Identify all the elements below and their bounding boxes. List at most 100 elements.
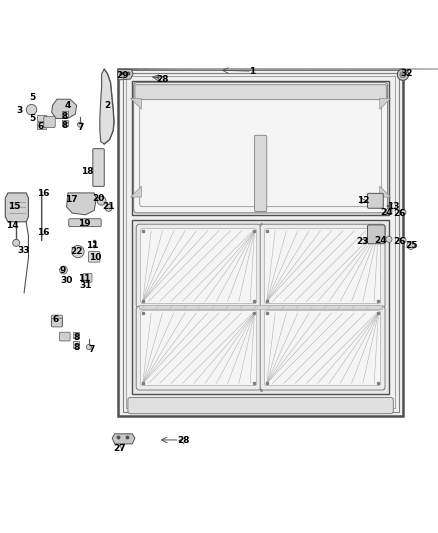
Text: 10: 10 bbox=[89, 253, 102, 262]
FancyBboxPatch shape bbox=[134, 83, 388, 213]
Bar bbox=[126, 76, 395, 408]
Text: 13: 13 bbox=[387, 201, 399, 211]
Bar bbox=[73, 332, 79, 338]
FancyBboxPatch shape bbox=[44, 116, 55, 128]
Text: 17: 17 bbox=[65, 195, 78, 204]
Text: 16: 16 bbox=[37, 228, 49, 237]
Text: 9: 9 bbox=[60, 265, 66, 274]
Text: 4: 4 bbox=[65, 101, 71, 110]
Bar bbox=[62, 111, 68, 117]
Text: 6: 6 bbox=[53, 316, 59, 325]
Polygon shape bbox=[112, 434, 135, 444]
Polygon shape bbox=[380, 186, 391, 197]
FancyBboxPatch shape bbox=[136, 224, 261, 308]
FancyBboxPatch shape bbox=[128, 398, 393, 414]
Bar bbox=[37, 123, 46, 128]
Text: 8: 8 bbox=[62, 121, 68, 130]
Text: 18: 18 bbox=[81, 166, 94, 175]
Text: 29: 29 bbox=[117, 71, 129, 80]
Polygon shape bbox=[117, 69, 133, 80]
Circle shape bbox=[78, 122, 83, 127]
Circle shape bbox=[407, 241, 415, 249]
Circle shape bbox=[386, 236, 392, 243]
Text: 8: 8 bbox=[62, 112, 68, 121]
Text: 24: 24 bbox=[375, 236, 387, 245]
FancyBboxPatch shape bbox=[93, 149, 104, 187]
Text: 11: 11 bbox=[78, 274, 91, 283]
Text: 14: 14 bbox=[6, 221, 18, 230]
Bar bbox=[73, 342, 79, 348]
Text: 1: 1 bbox=[249, 67, 255, 76]
Text: 32: 32 bbox=[400, 69, 413, 78]
Circle shape bbox=[60, 266, 67, 274]
Polygon shape bbox=[67, 193, 96, 215]
Text: 2: 2 bbox=[104, 101, 110, 110]
Bar bbox=[123, 73, 399, 412]
FancyBboxPatch shape bbox=[136, 306, 261, 390]
Text: 19: 19 bbox=[78, 219, 91, 228]
Bar bbox=[137, 225, 384, 389]
Circle shape bbox=[72, 246, 84, 258]
FancyBboxPatch shape bbox=[265, 311, 381, 386]
Text: 25: 25 bbox=[406, 241, 418, 250]
Text: 8: 8 bbox=[74, 343, 80, 352]
Text: 12: 12 bbox=[357, 196, 370, 205]
Text: 6: 6 bbox=[38, 122, 44, 131]
Text: 22: 22 bbox=[71, 247, 83, 256]
Text: 7: 7 bbox=[78, 123, 84, 132]
Circle shape bbox=[86, 344, 92, 350]
Text: 23: 23 bbox=[357, 238, 369, 246]
Polygon shape bbox=[52, 99, 77, 118]
FancyBboxPatch shape bbox=[83, 273, 92, 282]
Text: 28: 28 bbox=[156, 75, 168, 84]
Bar bbox=[132, 81, 389, 215]
FancyBboxPatch shape bbox=[260, 306, 385, 390]
Bar bbox=[37, 115, 46, 120]
Circle shape bbox=[400, 71, 406, 78]
FancyBboxPatch shape bbox=[135, 85, 386, 100]
FancyBboxPatch shape bbox=[88, 252, 100, 262]
Text: 3: 3 bbox=[17, 106, 23, 115]
Text: 11: 11 bbox=[86, 241, 98, 250]
Polygon shape bbox=[100, 69, 114, 144]
Text: 27: 27 bbox=[113, 444, 126, 453]
Circle shape bbox=[97, 197, 106, 205]
Bar bbox=[132, 220, 389, 394]
FancyBboxPatch shape bbox=[367, 193, 383, 208]
Polygon shape bbox=[5, 193, 28, 222]
Bar bbox=[139, 305, 382, 309]
Text: 30: 30 bbox=[61, 276, 73, 285]
Text: 24: 24 bbox=[380, 208, 392, 217]
FancyBboxPatch shape bbox=[52, 318, 62, 327]
Text: 20: 20 bbox=[92, 193, 105, 203]
FancyBboxPatch shape bbox=[51, 315, 63, 327]
Circle shape bbox=[13, 239, 20, 246]
Circle shape bbox=[400, 237, 406, 243]
Polygon shape bbox=[380, 98, 391, 109]
FancyBboxPatch shape bbox=[260, 224, 385, 308]
Text: 5: 5 bbox=[30, 114, 36, 123]
Polygon shape bbox=[131, 186, 141, 197]
FancyBboxPatch shape bbox=[60, 332, 70, 341]
FancyBboxPatch shape bbox=[265, 229, 381, 304]
Text: 26: 26 bbox=[393, 208, 406, 217]
FancyBboxPatch shape bbox=[254, 135, 267, 212]
FancyBboxPatch shape bbox=[69, 219, 101, 227]
Circle shape bbox=[386, 208, 392, 214]
FancyBboxPatch shape bbox=[141, 311, 257, 386]
Bar bbox=[62, 120, 68, 126]
Text: 5: 5 bbox=[30, 93, 36, 102]
Text: 16: 16 bbox=[37, 189, 49, 198]
Text: 7: 7 bbox=[88, 345, 94, 354]
Circle shape bbox=[397, 69, 409, 80]
Text: 28: 28 bbox=[177, 437, 189, 446]
FancyBboxPatch shape bbox=[141, 229, 257, 304]
Circle shape bbox=[400, 209, 406, 215]
Text: 33: 33 bbox=[18, 246, 30, 255]
Circle shape bbox=[105, 204, 112, 211]
Polygon shape bbox=[131, 98, 141, 109]
Text: 31: 31 bbox=[79, 281, 92, 290]
Text: 8: 8 bbox=[74, 333, 80, 342]
Circle shape bbox=[26, 104, 37, 115]
Bar bbox=[118, 69, 403, 416]
